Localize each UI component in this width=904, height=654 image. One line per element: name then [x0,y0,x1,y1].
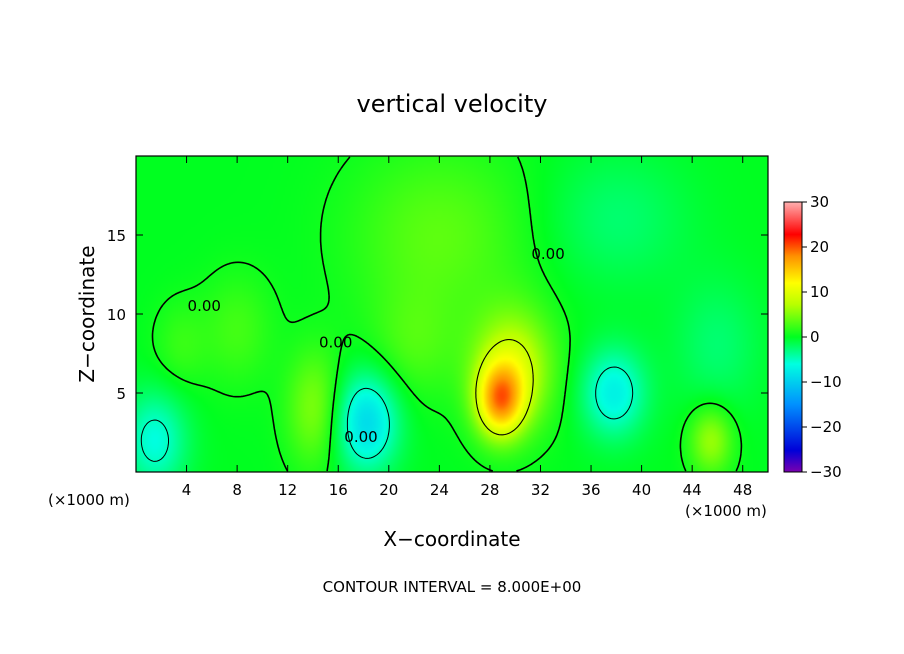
y-axis-label: Z−coordinate [75,245,99,382]
contour-zero [151,156,743,472]
contour-label: 0.00 [188,297,221,315]
colorbar-tick-label: 30 [810,193,829,211]
colorbar-tick-label: −10 [810,373,842,391]
y-tick-label: 5 [116,385,126,403]
chart-title: vertical velocity [357,90,548,118]
x-tick-label: 32 [531,481,550,499]
x-tick-label: 16 [329,481,348,499]
colorbar-tick-label: 20 [810,238,829,256]
x-tick-label: 12 [278,481,297,499]
x-tick-label: 44 [683,481,702,499]
contour-positive-8 [475,338,534,436]
colorbar-tick-label: 10 [810,283,829,301]
y-tick-label: 10 [107,306,126,324]
x-tick-label: 8 [232,481,242,499]
x-unit-label-left: (×1000 m) [48,491,130,509]
contour-label: 0.00 [319,333,352,351]
x-unit-label-right: (×1000 m) [685,502,767,520]
x-tick-label: 4 [182,481,192,499]
x-tick-label: 48 [733,481,752,499]
colorbar-tick-label: −30 [810,463,842,481]
velocity-field [136,156,768,472]
contour-label: 0.00 [531,245,564,263]
colorbar-ticks: 30 20 10 0 −10 −20 −30 [802,193,842,481]
x-tick-label: 20 [379,481,398,499]
contour-label: 0.00 [344,428,377,446]
y-axis-ticks: 5 10 15 [107,227,768,403]
x-axis-label: X−coordinate [383,527,520,551]
contour-negative [140,366,634,462]
y-tick-label: 15 [107,227,126,245]
colorbar-tick-label: 0 [810,328,820,346]
contour-interval-text: CONTOUR INTERVAL = 8.000E+00 [323,578,582,596]
x-tick-label: 24 [430,481,449,499]
contour-lines [140,156,743,472]
x-tick-label: 36 [581,481,600,499]
contour-labels: 0.00 0.00 0.00 0.00 [188,245,565,446]
colorbar-tick-label: −20 [810,418,842,436]
x-tick-label: 28 [480,481,499,499]
x-tick-label: 40 [632,481,651,499]
colorbar [783,201,803,473]
x-axis-ticks: 4 8 12 16 20 24 28 32 36 40 44 48 [182,156,752,499]
